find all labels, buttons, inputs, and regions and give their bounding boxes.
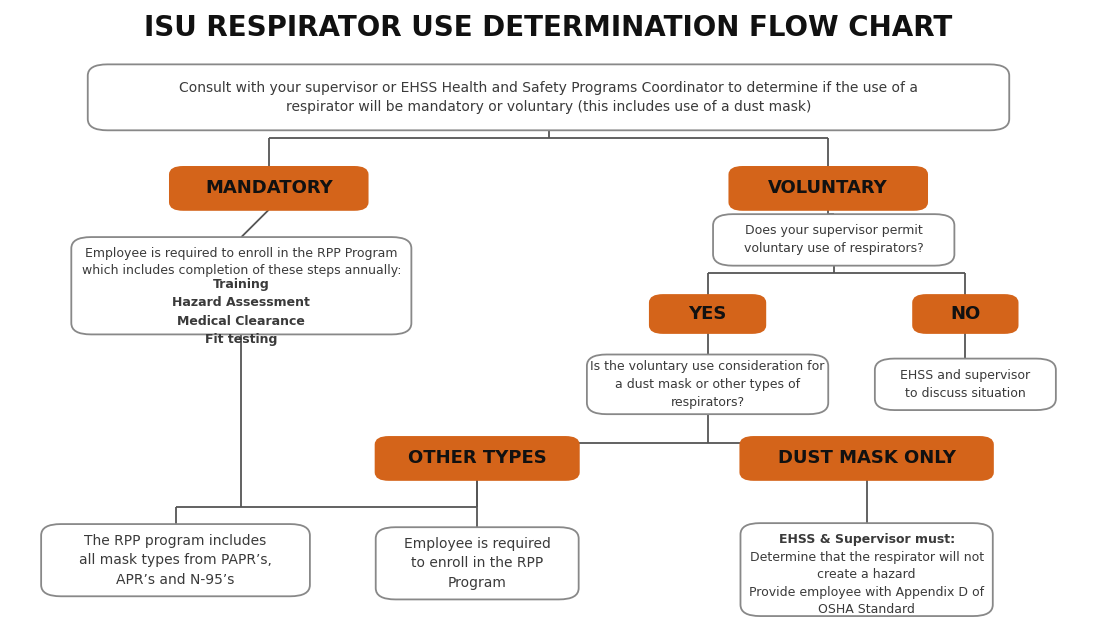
Text: Consult with your supervisor or EHSS Health and Safety Programs Coordinator to d: Consult with your supervisor or EHSS Hea… xyxy=(179,80,918,114)
FancyBboxPatch shape xyxy=(88,64,1009,131)
FancyBboxPatch shape xyxy=(42,524,309,597)
Text: MANDATORY: MANDATORY xyxy=(205,180,332,197)
FancyBboxPatch shape xyxy=(740,523,993,616)
FancyBboxPatch shape xyxy=(170,167,367,210)
FancyBboxPatch shape xyxy=(913,295,1018,333)
FancyBboxPatch shape xyxy=(875,359,1055,410)
Text: Training
Hazard Assessment
Medical Clearance
Fit testing: Training Hazard Assessment Medical Clear… xyxy=(172,278,310,347)
Text: Employee is required
to enroll in the RPP
Program: Employee is required to enroll in the RP… xyxy=(404,537,551,590)
FancyBboxPatch shape xyxy=(730,167,927,210)
Text: Determine that the respirator will not
create a hazard: Determine that the respirator will not c… xyxy=(749,551,984,582)
Text: The RPP program includes
all mask types from PAPR’s,
APR’s and N-95’s: The RPP program includes all mask types … xyxy=(79,534,272,587)
Text: NO: NO xyxy=(950,305,981,323)
Text: ISU RESPIRATOR USE DETERMINATION FLOW CHART: ISU RESPIRATOR USE DETERMINATION FLOW CH… xyxy=(145,14,952,42)
FancyBboxPatch shape xyxy=(71,237,411,334)
FancyBboxPatch shape xyxy=(740,437,993,480)
Text: EHSS & Supervisor must:: EHSS & Supervisor must: xyxy=(779,533,954,546)
Text: Employee is required to enroll in the RPP Program
which includes completion of t: Employee is required to enroll in the RP… xyxy=(81,247,402,277)
FancyBboxPatch shape xyxy=(375,437,579,480)
FancyBboxPatch shape xyxy=(713,214,954,266)
FancyBboxPatch shape xyxy=(375,528,579,599)
Text: DUST MASK ONLY: DUST MASK ONLY xyxy=(778,450,955,467)
Text: YES: YES xyxy=(689,305,726,323)
FancyBboxPatch shape xyxy=(587,354,828,414)
FancyBboxPatch shape xyxy=(649,295,766,333)
Text: Is the voluntary use consideration for
a dust mask or other types of
respirators: Is the voluntary use consideration for a… xyxy=(590,360,825,409)
Text: Does your supervisor permit
voluntary use of respirators?: Does your supervisor permit voluntary us… xyxy=(744,224,924,256)
Text: EHSS and supervisor
to discuss situation: EHSS and supervisor to discuss situation xyxy=(901,369,1030,400)
Text: Provide employee with Appendix D of
OSHA Standard: Provide employee with Appendix D of OSHA… xyxy=(749,586,984,616)
Text: OTHER TYPES: OTHER TYPES xyxy=(408,450,546,467)
Text: VOLUNTARY: VOLUNTARY xyxy=(768,180,889,197)
